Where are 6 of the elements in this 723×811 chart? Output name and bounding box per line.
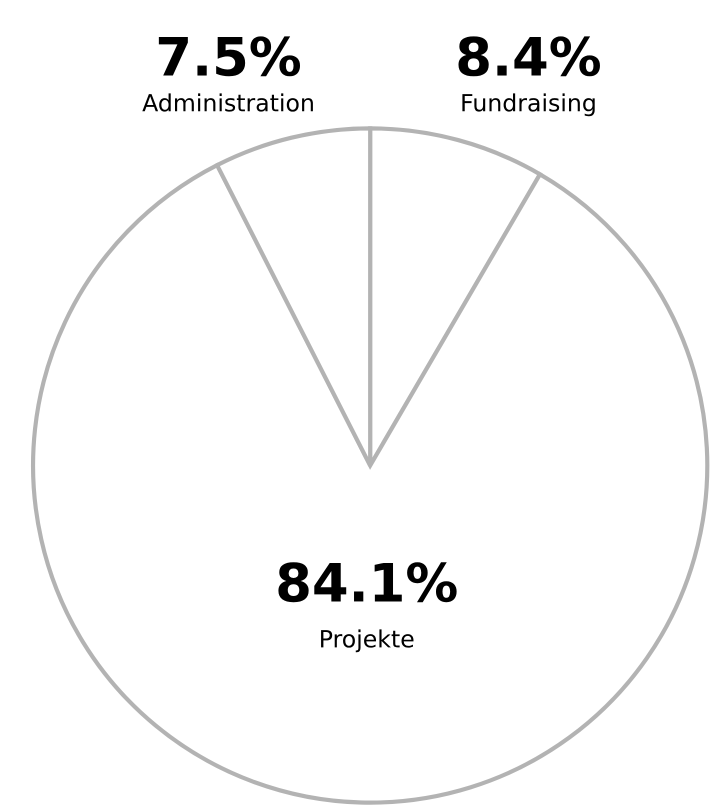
slice-label: Fundraising bbox=[462, 93, 595, 116]
data-label: 84.1% bbox=[278, 562, 457, 602]
slice-label: Projekte bbox=[321, 629, 414, 652]
slice-label: Administration bbox=[142, 93, 313, 112]
data-label: 7.5% bbox=[158, 36, 300, 76]
data-label: 8.4% bbox=[458, 36, 600, 76]
